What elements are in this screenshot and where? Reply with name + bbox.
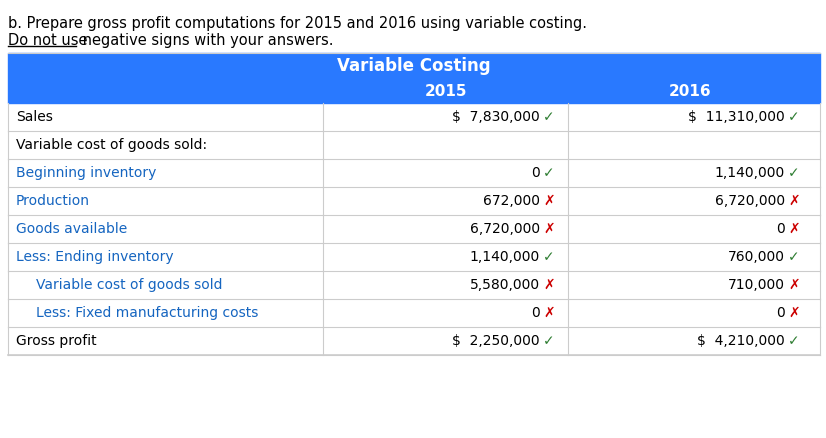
Bar <box>8 299 820 327</box>
Text: ✓: ✓ <box>543 110 554 124</box>
Text: $  11,310,000: $ 11,310,000 <box>688 110 785 124</box>
Text: ✓: ✓ <box>788 334 800 348</box>
Text: 0: 0 <box>531 306 540 320</box>
Text: 710,000: 710,000 <box>728 278 785 292</box>
Text: $  4,210,000: $ 4,210,000 <box>697 334 785 348</box>
Text: 0: 0 <box>776 222 785 236</box>
Text: Variable Costing: Variable Costing <box>337 57 491 75</box>
Text: ✗: ✗ <box>543 278 554 292</box>
Text: 760,000: 760,000 <box>728 250 785 264</box>
Text: ✗: ✗ <box>788 278 800 292</box>
Text: ✓: ✓ <box>543 166 554 180</box>
Bar <box>8 159 820 187</box>
Text: ✗: ✗ <box>788 222 800 236</box>
Text: 0: 0 <box>776 306 785 320</box>
Text: Sales: Sales <box>16 110 53 124</box>
Text: 1,140,000: 1,140,000 <box>470 250 540 264</box>
Text: 1,140,000: 1,140,000 <box>714 166 785 180</box>
Text: Goods available: Goods available <box>16 222 127 236</box>
Text: $  2,250,000: $ 2,250,000 <box>453 334 540 348</box>
Text: b. Prepare gross profit computations for 2015 and 2016 using variable costing.: b. Prepare gross profit computations for… <box>8 16 587 31</box>
Bar <box>8 103 820 131</box>
Text: ✓: ✓ <box>788 166 800 180</box>
Text: Less: Ending inventory: Less: Ending inventory <box>16 250 173 264</box>
Text: Less: Fixed manufacturing costs: Less: Fixed manufacturing costs <box>36 306 259 320</box>
Text: $  7,830,000: $ 7,830,000 <box>453 110 540 124</box>
Text: Beginning inventory: Beginning inventory <box>16 166 156 180</box>
Text: 6,720,000: 6,720,000 <box>714 194 785 208</box>
Text: ✓: ✓ <box>788 110 800 124</box>
Bar <box>8 131 820 159</box>
Text: ✗: ✗ <box>788 194 800 208</box>
Text: ✗: ✗ <box>543 222 554 236</box>
Text: Do not use: Do not use <box>8 33 88 48</box>
Text: ✓: ✓ <box>788 250 800 264</box>
Text: 2015: 2015 <box>425 84 467 99</box>
Bar <box>8 215 820 243</box>
Text: Gross profit: Gross profit <box>16 334 97 348</box>
Bar <box>8 53 820 103</box>
Text: 672,000: 672,000 <box>483 194 540 208</box>
Text: Variable cost of goods sold:: Variable cost of goods sold: <box>16 138 207 152</box>
Text: Production: Production <box>16 194 90 208</box>
Text: ✗: ✗ <box>543 194 554 208</box>
Bar <box>8 327 820 355</box>
Bar <box>8 271 820 299</box>
Text: negative signs with your answers.: negative signs with your answers. <box>78 33 334 48</box>
Text: ✗: ✗ <box>543 306 554 320</box>
Text: 0: 0 <box>531 166 540 180</box>
Text: 5,580,000: 5,580,000 <box>470 278 540 292</box>
Text: 2016: 2016 <box>669 84 712 99</box>
Bar <box>8 243 820 271</box>
Text: ✓: ✓ <box>543 250 554 264</box>
Text: Variable cost of goods sold: Variable cost of goods sold <box>36 278 222 292</box>
Bar <box>8 187 820 215</box>
Text: ✓: ✓ <box>543 334 554 348</box>
Text: 6,720,000: 6,720,000 <box>470 222 540 236</box>
Text: ✗: ✗ <box>788 306 800 320</box>
